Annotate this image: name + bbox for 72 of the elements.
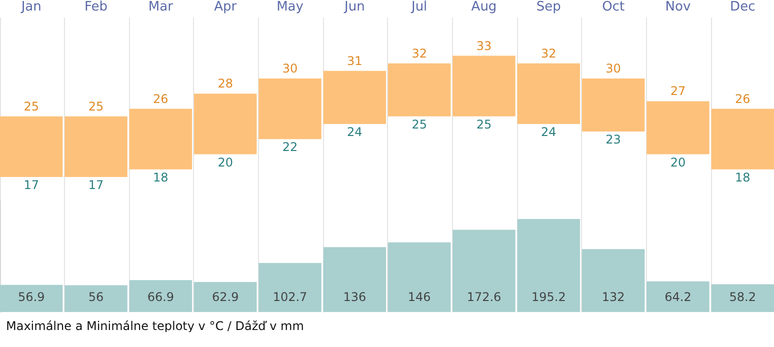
candlestick bbox=[711, 108, 774, 170]
bar bbox=[517, 218, 580, 312]
annotation: 18 bbox=[735, 170, 750, 184]
x-tick-label: Apr bbox=[214, 0, 238, 14]
annotation: 27 bbox=[670, 84, 686, 98]
bar bbox=[323, 247, 386, 312]
x-tick-label: Jun bbox=[344, 0, 365, 14]
candlestick bbox=[129, 108, 192, 170]
data-label: 66.9 bbox=[147, 290, 174, 304]
annotation: 25 bbox=[412, 117, 427, 132]
x-tick-label: Sep bbox=[536, 0, 561, 14]
bar bbox=[0, 284, 63, 312]
annotation: 17 bbox=[24, 178, 39, 192]
annotation: 28 bbox=[218, 76, 233, 91]
x-tick-label: May bbox=[276, 0, 304, 14]
bar bbox=[646, 281, 710, 312]
candlestick bbox=[0, 116, 63, 178]
x-tick-label: Oct bbox=[602, 0, 625, 14]
candlestick bbox=[64, 116, 128, 178]
data-label: 62.9 bbox=[212, 290, 239, 304]
x-tick-label: Aug bbox=[471, 0, 497, 14]
bar bbox=[64, 285, 128, 312]
annotation: 24 bbox=[541, 124, 556, 139]
annotation: 20 bbox=[218, 155, 233, 170]
bar bbox=[129, 280, 192, 312]
annotation: 20 bbox=[670, 155, 686, 170]
annotation: 25 bbox=[476, 117, 492, 132]
data-label: 172.6 bbox=[466, 290, 502, 304]
annotation: 26 bbox=[735, 92, 750, 106]
candlestick bbox=[194, 93, 257, 155]
candlestick bbox=[582, 78, 645, 132]
x-tick-label: Nov bbox=[665, 0, 691, 14]
bar bbox=[582, 249, 645, 312]
data-label: 146 bbox=[408, 290, 431, 304]
data-label: 58.2 bbox=[729, 290, 756, 304]
candlestick bbox=[517, 62, 580, 124]
annotation: 32 bbox=[412, 46, 427, 60]
x-tick-label: Feb bbox=[84, 0, 108, 14]
bar bbox=[452, 230, 516, 312]
data-label: 195.2 bbox=[531, 290, 566, 304]
annotation: 25 bbox=[24, 99, 39, 114]
candlestick bbox=[258, 78, 322, 140]
data-label: 102.7 bbox=[272, 290, 308, 304]
x-tick-label: Jul bbox=[410, 0, 428, 14]
annotation: 32 bbox=[541, 46, 556, 60]
data-label: 56 bbox=[88, 290, 104, 304]
data-label: 56.9 bbox=[18, 290, 45, 304]
candlestick bbox=[646, 100, 710, 155]
annotation: 17 bbox=[88, 178, 104, 192]
annotation: 18 bbox=[153, 170, 168, 184]
x-tick-label: Dec bbox=[730, 0, 756, 14]
x-tick-label: Mar bbox=[148, 0, 174, 14]
x-tick-label: Jan bbox=[20, 0, 42, 14]
data-label: 64.2 bbox=[664, 290, 692, 304]
annotation: 33 bbox=[476, 38, 492, 53]
bar bbox=[258, 263, 322, 312]
annotation: 30 bbox=[282, 62, 298, 76]
bar bbox=[194, 282, 257, 312]
bar bbox=[711, 284, 774, 312]
annotation: 30 bbox=[606, 62, 621, 76]
annotation: 24 bbox=[347, 124, 362, 139]
candlestick bbox=[452, 55, 516, 117]
annotation: 23 bbox=[606, 132, 621, 147]
annotation: 25 bbox=[88, 99, 104, 114]
annotation: 22 bbox=[282, 140, 298, 154]
candlestick bbox=[388, 62, 451, 117]
data-label: 136 bbox=[343, 290, 366, 304]
candlestick bbox=[323, 70, 386, 124]
annotation: 26 bbox=[153, 92, 168, 106]
data-label: 132 bbox=[602, 290, 625, 304]
bar bbox=[388, 242, 451, 312]
annotation: 31 bbox=[347, 54, 362, 68]
